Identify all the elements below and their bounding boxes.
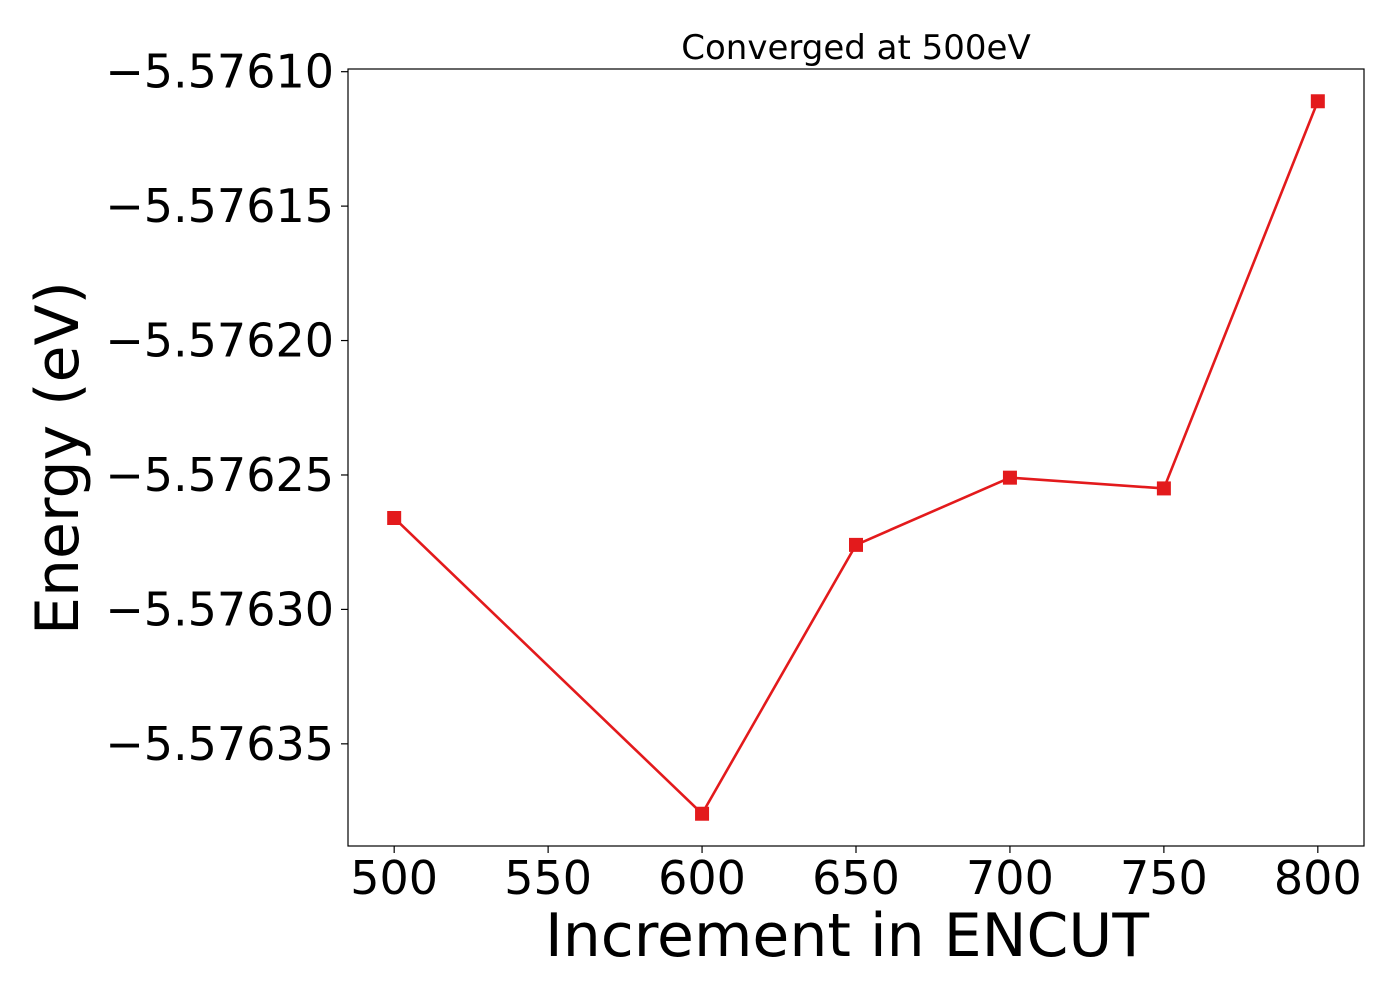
y-tick-label: −5.57620 [105, 314, 334, 368]
y-axis-label: Energy (eV) [23, 281, 93, 635]
series-line [393, 100, 1320, 816]
x-tick-label: 600 [658, 851, 746, 905]
y-axis-ticks: −5.57610 −5.57615 −5.57620 −5.57625 −5.57630… [105, 45, 348, 771]
data-point [1156, 481, 1171, 496]
x-tick-label: 650 [812, 851, 900, 905]
x-axis-ticks: 500 550 600 650 700 750 800 [350, 846, 1362, 905]
plot-area: 500 550 600 650 700 750 800 −5.57610−5.57615−5… [105, 45, 1365, 905]
data-point [1310, 94, 1325, 109]
x-tick-label: 800 [1274, 851, 1362, 905]
y-tick-label: −5.57635 [105, 717, 334, 771]
y-tick-label: −5.57630 [105, 582, 334, 636]
y-tick-label: −5.57625 [105, 448, 334, 502]
data-point [1002, 470, 1017, 485]
series-layer [387, 94, 1325, 821]
x-axis-label: Increment in ENCUT [545, 901, 1149, 971]
data-point [849, 537, 863, 552]
axes-frame [347, 68, 1365, 847]
chart-title: Converged at 500eV [681, 28, 1030, 68]
data-point [695, 806, 710, 821]
x-tick-label: 500 [350, 851, 438, 905]
y-tick-label: −5.57615 [105, 179, 334, 233]
data-point [387, 510, 402, 525]
x-tick-label: 550 [504, 851, 592, 905]
x-tick-label: 700 [966, 851, 1054, 905]
y-tick-label: −5.57610 [105, 45, 334, 99]
x-tick-label: 750 [1120, 851, 1208, 905]
